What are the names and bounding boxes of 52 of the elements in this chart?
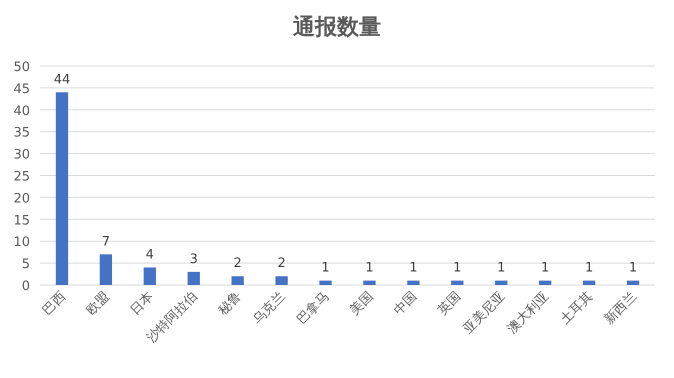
chart-title: 通报数量 <box>292 15 381 40</box>
bar <box>275 276 288 285</box>
data-label: 2 <box>234 256 242 272</box>
y-tick-label: 20 <box>13 191 30 206</box>
data-label: 1 <box>365 260 374 276</box>
bar <box>100 254 112 285</box>
x-tick-label: 澳大利亚 <box>504 289 552 337</box>
data-label: 1 <box>541 260 550 276</box>
y-tick-label: 10 <box>13 235 30 250</box>
y-tick-label: 35 <box>13 126 30 141</box>
x-tick-label: 日本 <box>128 289 157 318</box>
x-tick-label: 土耳其 <box>558 289 596 328</box>
x-tick-label: 欧盟 <box>84 289 113 318</box>
bar <box>582 280 596 285</box>
data-label: 1 <box>409 260 418 276</box>
data-label: 4 <box>146 247 154 262</box>
bar <box>188 272 200 285</box>
data-label: 7 <box>102 234 110 250</box>
y-tick-label: 15 <box>13 213 30 228</box>
y-tick-label: 0 <box>22 279 30 294</box>
x-tick-label: 乌克兰 <box>250 289 288 328</box>
data-label: 44 <box>54 72 70 88</box>
data-label: 1 <box>321 260 330 276</box>
y-tick-label: 45 <box>13 82 30 97</box>
data-label: 1 <box>497 260 506 276</box>
bar <box>232 276 244 285</box>
bar <box>451 280 464 285</box>
x-tick-label: 秘鲁 <box>216 289 245 318</box>
y-tick-label: 25 <box>13 170 30 184</box>
y-tick-label: 50 <box>13 60 30 75</box>
y-tick-label: 30 <box>13 148 30 163</box>
x-tick-label: 巴西 <box>40 289 69 318</box>
data-label: 1 <box>453 260 462 276</box>
bar <box>539 280 552 285</box>
x-tick-label: 美国 <box>346 288 376 318</box>
data-label: 1 <box>584 260 594 276</box>
x-tick-label: 中国 <box>391 289 420 318</box>
bar <box>626 280 640 285</box>
data-label: 1 <box>628 260 638 276</box>
bar <box>56 92 68 285</box>
bar <box>144 267 156 285</box>
x-tick-label: 巴拿马 <box>294 289 332 328</box>
bar <box>407 280 420 285</box>
bar <box>363 280 376 285</box>
bar <box>319 280 332 285</box>
x-tick-label: 新西兰 <box>602 289 640 328</box>
data-label: 3 <box>190 252 198 267</box>
data-label: 2 <box>277 256 286 272</box>
y-tick-label: 40 <box>13 104 30 119</box>
bar <box>495 280 508 285</box>
x-tick-label: 英国 <box>435 289 464 318</box>
y-tick-label: 5 <box>22 257 30 272</box>
